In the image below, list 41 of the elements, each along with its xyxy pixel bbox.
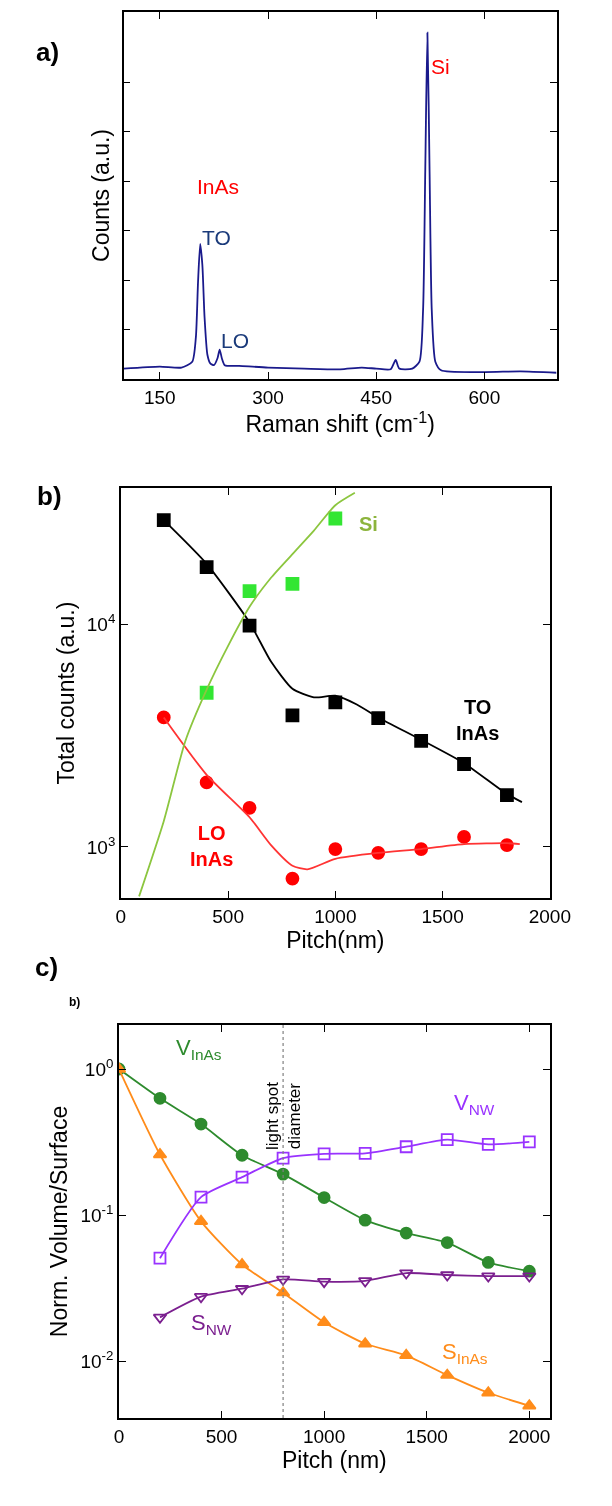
annotation: LO bbox=[221, 329, 250, 352]
y-tick-label: 10$^{0}$ bbox=[84, 1055, 114, 1080]
text: b) bbox=[37, 481, 62, 511]
y-tick-label: 10$^{3}$ bbox=[86, 833, 116, 858]
y-tick-label: 10$^{-2}$ bbox=[80, 1348, 114, 1373]
x-tick-label: 0 bbox=[115, 905, 127, 927]
x-axis-title: Pitch (nm) bbox=[281, 1446, 387, 1473]
annotation: TO bbox=[202, 226, 231, 249]
x-tick-label: 450 bbox=[360, 386, 393, 408]
x-tick-label: 1000 bbox=[314, 905, 357, 927]
y-tick-label: 10$^{-1}$ bbox=[80, 1201, 114, 1226]
x-tick-label: 0 bbox=[113, 1425, 125, 1447]
ref-line-label: light spot diameter bbox=[263, 1081, 305, 1151]
annotation: S$_{InAs}$ bbox=[442, 1339, 488, 1367]
x-tick-label: 500 bbox=[212, 905, 244, 927]
x-tick-label: 1000 bbox=[302, 1425, 346, 1447]
x-tick-label: 600 bbox=[468, 386, 501, 408]
x-tick-label: 1500 bbox=[421, 905, 464, 927]
text: c) bbox=[35, 952, 59, 982]
x-tick-label: 500 bbox=[205, 1425, 238, 1447]
annotation: Si bbox=[431, 55, 450, 78]
y-axis-title: Norm. Volume/Surface bbox=[46, 1105, 73, 1338]
x-tick-label: 300 bbox=[252, 386, 284, 408]
text: b) bbox=[69, 995, 81, 1009]
y-axis-title: Total counts (a.u.) bbox=[52, 601, 79, 785]
text: a) bbox=[36, 37, 60, 67]
annotation: S$_{NW}$ bbox=[191, 1310, 232, 1338]
x-axis-title: Raman shift (cm$^{-1}$) bbox=[245, 407, 435, 438]
x-tick-label: 150 bbox=[143, 386, 176, 408]
x-tick-label: 1500 bbox=[405, 1425, 448, 1447]
y-tick-label: 10$^{4}$ bbox=[86, 611, 116, 636]
y-axis-title: Counts (a.u.) bbox=[87, 129, 114, 262]
x-tick-label: 2000 bbox=[508, 1425, 551, 1447]
annotation: LO InAs bbox=[190, 822, 234, 870]
annotation: Si bbox=[359, 513, 378, 535]
annotation: V$_{NW}$ bbox=[454, 1090, 495, 1118]
x-tick-label: 2000 bbox=[528, 905, 571, 927]
annotation: TO InAs bbox=[456, 696, 500, 744]
annotation: V$_{InAs}$ bbox=[176, 1035, 222, 1063]
x-axis-title: Pitch(nm) bbox=[286, 926, 385, 953]
annotation: InAs bbox=[197, 175, 240, 198]
